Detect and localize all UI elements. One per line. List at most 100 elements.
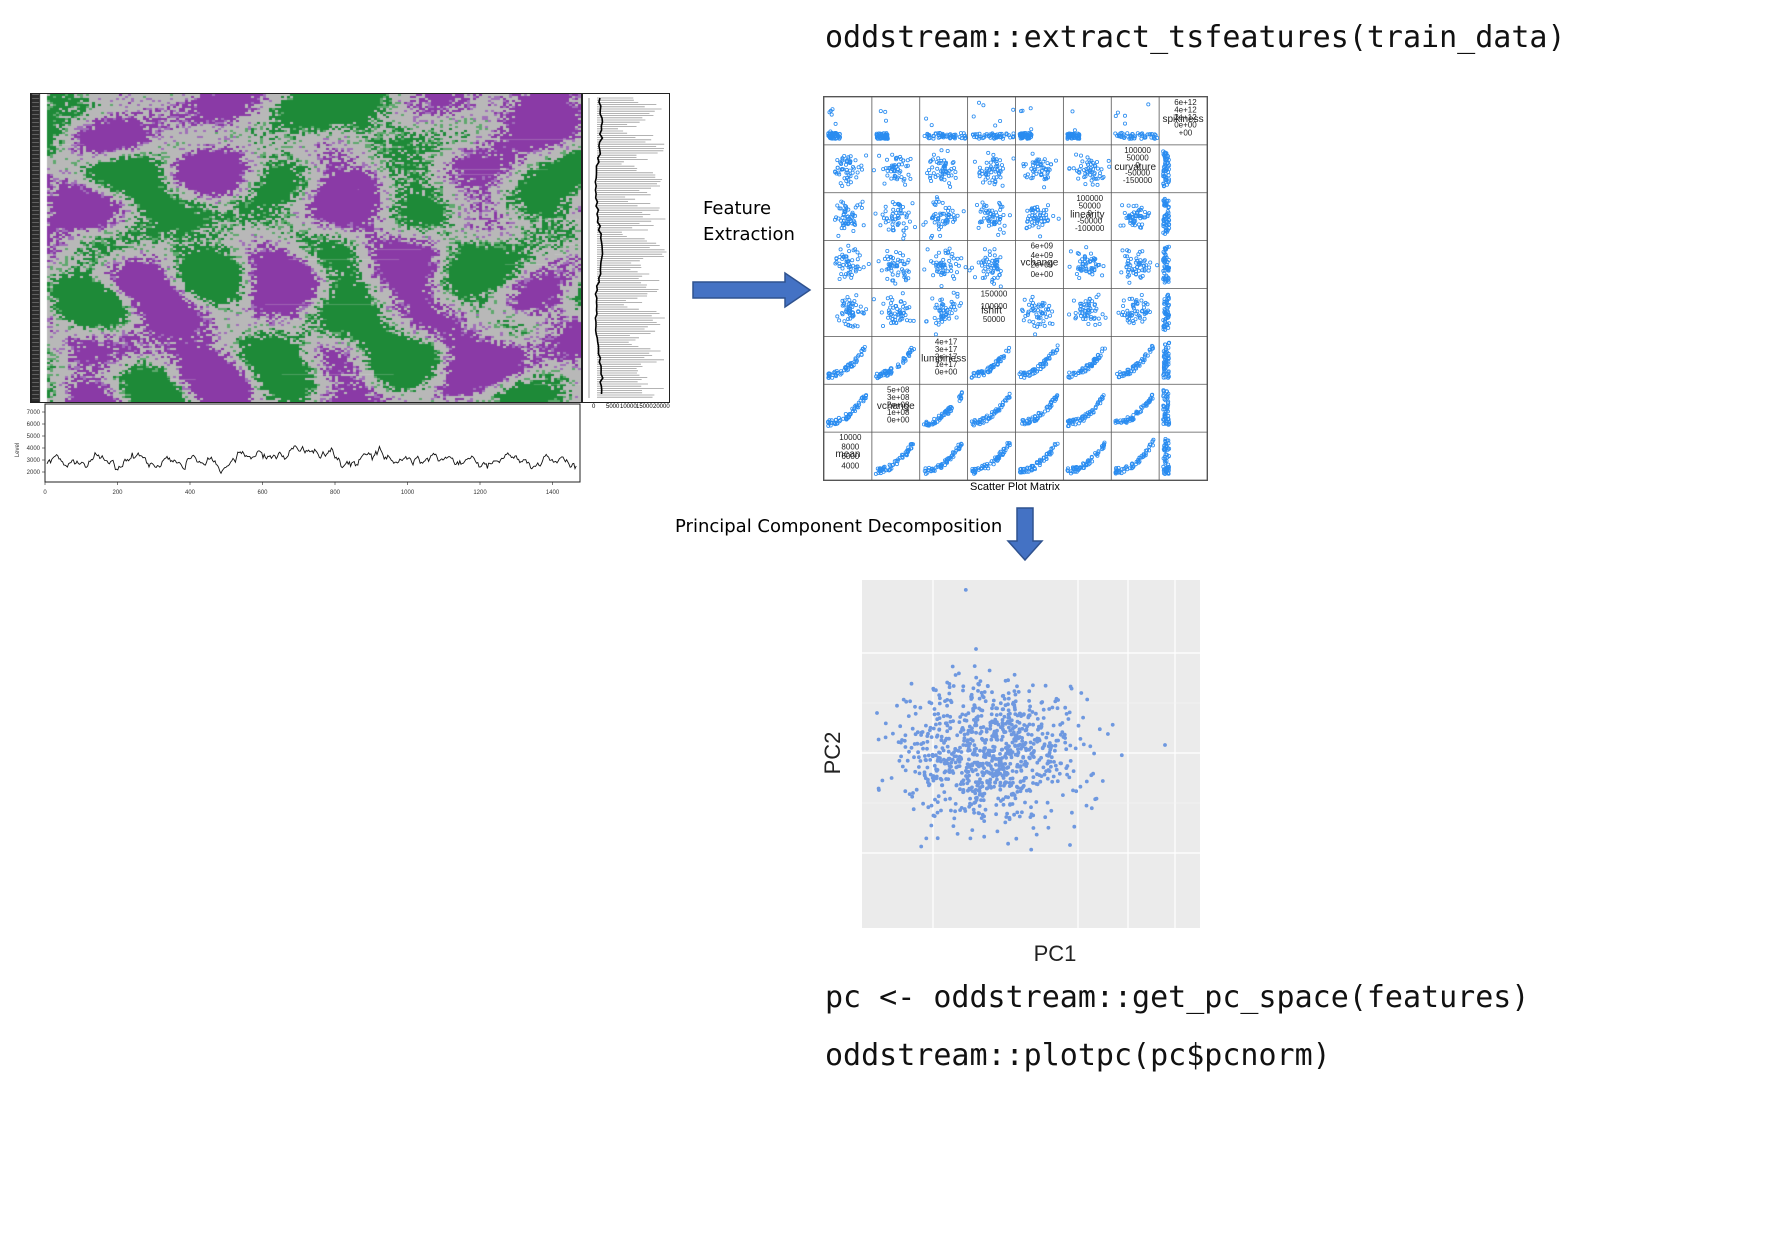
pc-point <box>990 706 994 711</box>
pc-point <box>993 717 998 722</box>
pc-point <box>965 770 970 774</box>
pc-point <box>1063 740 1068 745</box>
pc-point <box>1050 733 1055 737</box>
pc-point <box>998 783 1003 788</box>
matrix-cell <box>1161 292 1171 332</box>
svg-text:0e+00: 0e+00 <box>1174 121 1197 130</box>
pc-point <box>1010 740 1015 745</box>
matrix-cell <box>826 393 869 428</box>
pc-point <box>1068 743 1073 748</box>
pc-point <box>1001 727 1005 732</box>
matrix-cell <box>924 290 963 337</box>
svg-text:2e+12: 2e+12 <box>1174 113 1197 122</box>
pc-point <box>900 738 904 742</box>
feature-extraction-label-1: Feature <box>703 198 772 219</box>
pc-point <box>910 726 915 731</box>
side-tick-2: 10000 <box>620 404 637 410</box>
pc-point <box>967 773 971 778</box>
pc-point <box>1071 769 1076 773</box>
pc-point <box>916 750 920 755</box>
svg-text:0e+00: 0e+00 <box>935 368 958 377</box>
svg-text:6000: 6000 <box>841 452 859 461</box>
pc-point <box>947 685 952 690</box>
svg-text:8000: 8000 <box>841 443 859 452</box>
svg-text:100000: 100000 <box>981 302 1008 311</box>
pc-point <box>978 785 982 790</box>
pc-point <box>905 758 910 763</box>
pc-point <box>1017 814 1022 819</box>
side-summary-panel <box>582 93 670 403</box>
pc-point <box>1055 706 1060 711</box>
pc-point <box>1085 697 1090 702</box>
pc-point <box>993 780 997 785</box>
pc-point <box>976 682 981 686</box>
pc-point <box>1012 725 1017 730</box>
pc-point <box>1018 764 1023 769</box>
svg-text:4e+17: 4e+17 <box>935 337 958 346</box>
pc-point <box>1030 768 1035 773</box>
pc-point <box>1013 707 1017 712</box>
pc-point <box>967 757 971 762</box>
pc-point <box>1084 779 1089 784</box>
svg-text:0e+00: 0e+00 <box>887 416 910 425</box>
pc-point <box>929 803 934 808</box>
svg-text:3e+08: 3e+08 <box>887 393 910 402</box>
pc-point <box>1028 704 1032 709</box>
svg-text:100000: 100000 <box>1124 146 1151 155</box>
level-ytick: 6000 <box>27 422 41 428</box>
pc-point <box>1059 761 1063 766</box>
pc-point <box>994 713 999 717</box>
side-summary-plot <box>588 97 667 398</box>
pc-point <box>934 753 938 758</box>
scatter-matrix-svg: 6e+124e+122e+120e+00+00spikiness10000050… <box>823 96 1208 481</box>
pc-point <box>1088 744 1093 749</box>
matrix-cell <box>1067 292 1108 327</box>
pc-point <box>1064 712 1069 716</box>
pc-point <box>994 706 998 711</box>
pc-point <box>1119 753 1124 758</box>
pc-point <box>1097 727 1102 732</box>
pc-point <box>974 647 978 651</box>
pc-point <box>1008 761 1013 766</box>
pc-point <box>933 745 938 749</box>
pc-point <box>923 754 927 758</box>
pc-point <box>982 746 987 751</box>
pc-point <box>947 756 952 761</box>
pc-point <box>971 708 976 713</box>
pc-point <box>987 668 992 673</box>
pc-point <box>965 731 970 736</box>
pc-point <box>911 791 915 795</box>
pc-point <box>952 816 957 821</box>
pc-point <box>947 770 952 774</box>
level-axis-label: Level <box>15 443 21 457</box>
pc-point <box>1081 715 1085 720</box>
pc-point <box>965 781 970 786</box>
pc-point <box>957 760 962 764</box>
pc-point <box>1012 812 1016 817</box>
pc-point <box>1068 843 1072 847</box>
pc-point <box>970 763 975 768</box>
feature-extraction-label-2: Extraction <box>703 224 795 245</box>
pc-point <box>974 746 978 751</box>
svg-text:50000: 50000 <box>1079 201 1102 210</box>
pc-point <box>980 781 984 785</box>
pc-point <box>986 762 990 767</box>
svg-text:2e+08: 2e+08 <box>887 400 910 409</box>
pc-point <box>1034 800 1039 804</box>
pc-point <box>1020 739 1025 743</box>
pc-point <box>1043 815 1048 820</box>
matrix-cell <box>871 291 916 328</box>
pc-point <box>1063 705 1068 710</box>
pc-point <box>985 780 990 785</box>
pc-point <box>913 769 918 774</box>
pc-point <box>911 807 916 812</box>
pc-point <box>1000 767 1005 771</box>
pc-point <box>1015 719 1020 724</box>
pc-point <box>1039 774 1044 778</box>
pc-point <box>1010 750 1015 754</box>
pc-point <box>946 777 951 781</box>
pc-point <box>1019 769 1024 773</box>
pc-point <box>950 752 954 756</box>
pc-point <box>1031 781 1035 785</box>
